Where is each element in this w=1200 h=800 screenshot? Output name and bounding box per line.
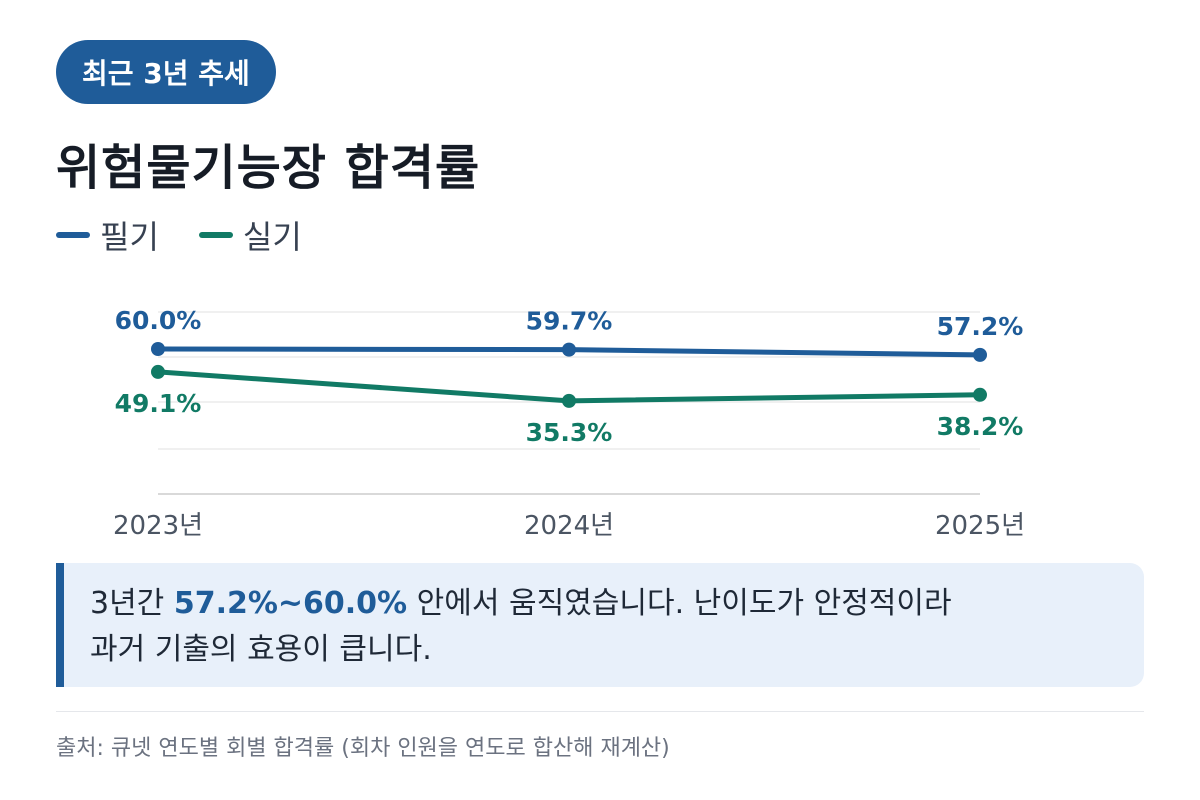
page-title: 위험물기능장 합격률 (56, 140, 481, 196)
legend-swatch-practical (198, 232, 233, 238)
chart-legend: 필기 실기 (56, 212, 342, 258)
data-point (973, 347, 987, 362)
data-label: 49.1% (115, 389, 202, 418)
legend-label-written: 필기 (100, 218, 159, 256)
data-label: 60.0% (115, 306, 202, 335)
legend-item-written: 필기 (56, 212, 159, 258)
callout-line-1: 3년간 57.2%~60.0% 안에서 움직였습니다. 난이도가 안정적이라 (90, 581, 1118, 627)
x-tick-label: 2025년 (935, 511, 1025, 541)
data-point (973, 387, 987, 402)
section-badge: 최근 3년 추세 (56, 40, 276, 104)
data-label: 59.7% (526, 307, 613, 336)
insight-callout: 3년간 57.2%~60.0% 안에서 움직였습니다. 난이도가 안정적이라 과… (56, 563, 1144, 687)
callout-prefix: 3년간 (90, 586, 174, 621)
callout-line-2: 과거 기출의 효용이 큽니다. (90, 632, 432, 667)
legend-swatch-written (56, 232, 90, 238)
legend-item-practical: 실기 (198, 212, 302, 258)
data-point (151, 364, 165, 379)
x-tick-label: 2024년 (524, 511, 614, 541)
data-point (151, 342, 165, 356)
callout-suffix: 안에서 움직였습니다. 난이도가 안정적이라 (407, 586, 952, 621)
data-point (562, 342, 576, 357)
line-chart: 2023년 2024년 2025년 60.0% 59.7% 57.2% 49.1% 35.3%… (113, 306, 1025, 541)
data-point (562, 393, 576, 408)
source-note: 출처: 큐넷 연도별 회별 합격률 (회차 인원을 연도로 합산해 재계산) (56, 736, 670, 761)
footer-divider (56, 711, 1144, 712)
data-label: 35.3% (526, 418, 613, 447)
data-label: 38.2% (937, 412, 1024, 441)
callout-highlight: 57.2%~60.0% (173, 586, 408, 621)
x-tick-label: 2023년 (113, 511, 203, 541)
legend-label-practical: 실기 (242, 218, 302, 256)
data-label: 57.2% (937, 312, 1024, 341)
